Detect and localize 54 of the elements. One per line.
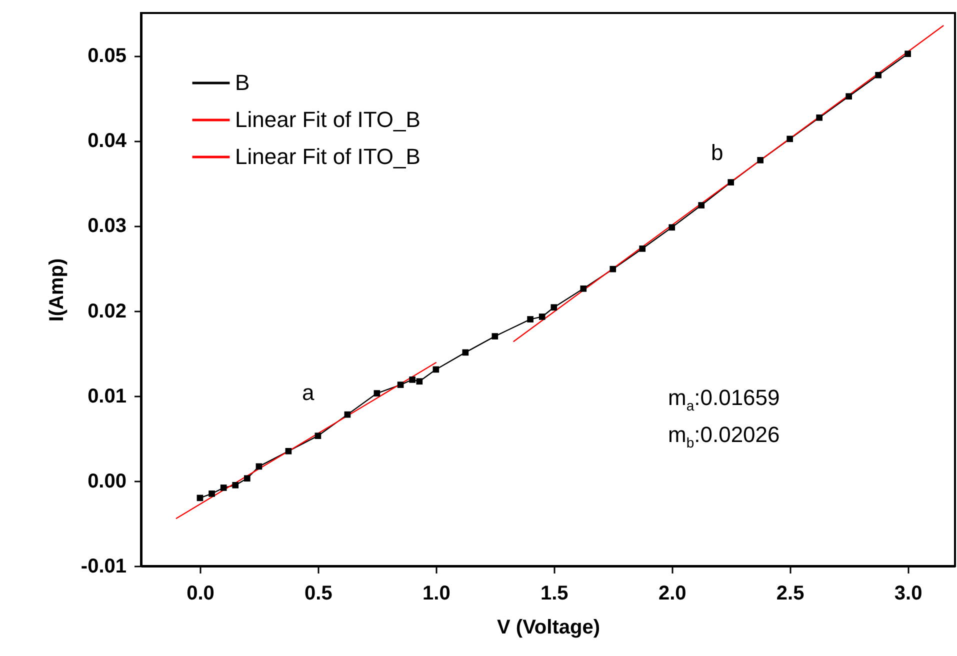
point	[416, 378, 423, 385]
point	[580, 285, 587, 292]
x-tick-label: 3.0	[894, 582, 922, 604]
annotation: m$_{b}$:0.02026	[668, 422, 780, 452]
annotation: m$_{a}$:0.01659	[668, 385, 780, 416]
point	[256, 463, 262, 470]
point	[220, 484, 227, 491]
point	[208, 490, 215, 497]
point	[610, 266, 616, 272]
x-tick-label: 0.0	[186, 582, 214, 604]
point	[550, 304, 558, 311]
point	[244, 475, 250, 482]
point	[432, 366, 440, 373]
point	[538, 314, 546, 320]
point	[757, 157, 764, 164]
point	[374, 390, 380, 396]
x-axis-title: V (Voltage)	[497, 616, 600, 638]
x-tick-label: 1.0	[422, 582, 450, 604]
y-axis-title: I(Amp)	[46, 258, 68, 322]
point	[196, 494, 204, 502]
y-tick-label: 0.05	[88, 45, 126, 68]
point	[232, 482, 239, 488]
point	[639, 246, 646, 252]
point	[397, 382, 404, 388]
point	[527, 316, 534, 322]
legend-label: B	[235, 70, 250, 95]
point	[786, 136, 794, 142]
point	[492, 333, 498, 340]
point	[698, 202, 705, 208]
point	[728, 179, 734, 186]
y-tick-label: 0.02	[88, 300, 126, 322]
y-tick-label: -0.01	[80, 556, 126, 578]
point	[875, 72, 882, 78]
x-tick-label: 0.5	[304, 582, 332, 604]
y-tick-label: 0.00	[88, 470, 126, 492]
point	[904, 50, 911, 57]
point	[285, 448, 292, 454]
y-tick-label: 0.03	[88, 215, 126, 238]
x-tick-label: 1.5	[540, 582, 568, 604]
point	[314, 432, 322, 439]
point	[816, 114, 822, 121]
point	[668, 224, 676, 231]
point	[409, 376, 416, 383]
point	[846, 93, 852, 100]
point	[344, 411, 351, 418]
annotation: a	[302, 380, 314, 406]
point	[462, 349, 469, 356]
y-tick-label: 0.04	[88, 130, 128, 152]
legend-label: Linear Fit of ITO_B	[235, 144, 420, 169]
x-tick-label: 2.0	[658, 582, 686, 604]
annotation: b	[711, 140, 724, 166]
legend-label: Linear Fit of ITO_B	[235, 107, 420, 132]
y-tick-label: 0.01	[88, 385, 126, 408]
x-tick-label: 2.5	[776, 582, 804, 604]
